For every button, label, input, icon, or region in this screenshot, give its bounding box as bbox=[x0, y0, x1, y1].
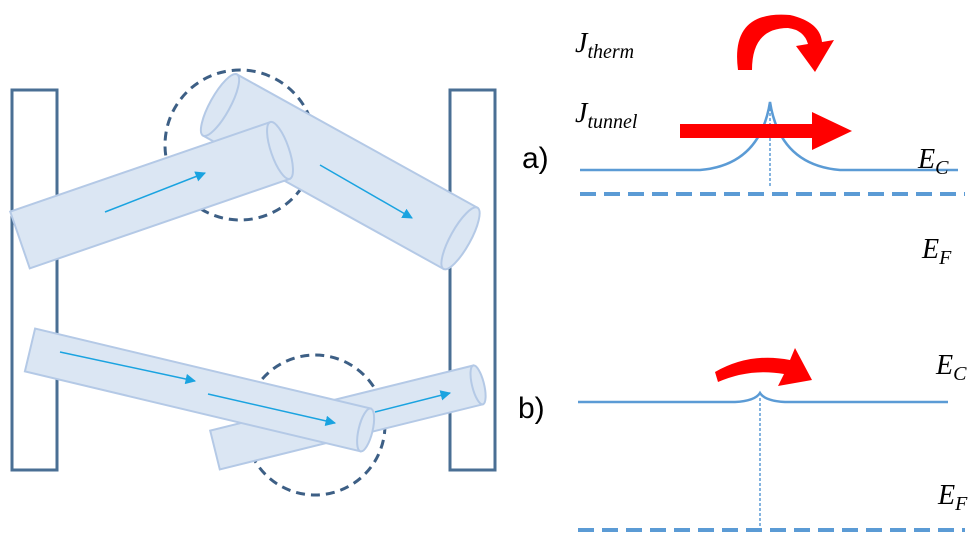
diagram: Jtherm Jtunnel a) EC EF b) EC EF bbox=[0, 0, 970, 536]
electrode bbox=[12, 90, 57, 470]
electrode bbox=[450, 90, 495, 470]
current-label: Jtherm bbox=[575, 28, 634, 63]
level-label: EC bbox=[917, 144, 949, 179]
level-label: EC bbox=[935, 350, 967, 385]
page: Jtherm Jtunnel a) EC EF b) EC EF (() => … bbox=[0, 0, 970, 536]
panel-label: a) bbox=[522, 142, 549, 175]
thermionic-arrow bbox=[715, 348, 812, 386]
level-label: EF bbox=[921, 234, 952, 269]
thermionic-arrow bbox=[737, 15, 834, 72]
panel-label: b) bbox=[518, 392, 545, 425]
current-label: Jtunnel bbox=[575, 98, 638, 133]
nanowire bbox=[25, 329, 378, 453]
level-label: EF bbox=[937, 480, 968, 515]
conduction-band bbox=[578, 393, 948, 402]
